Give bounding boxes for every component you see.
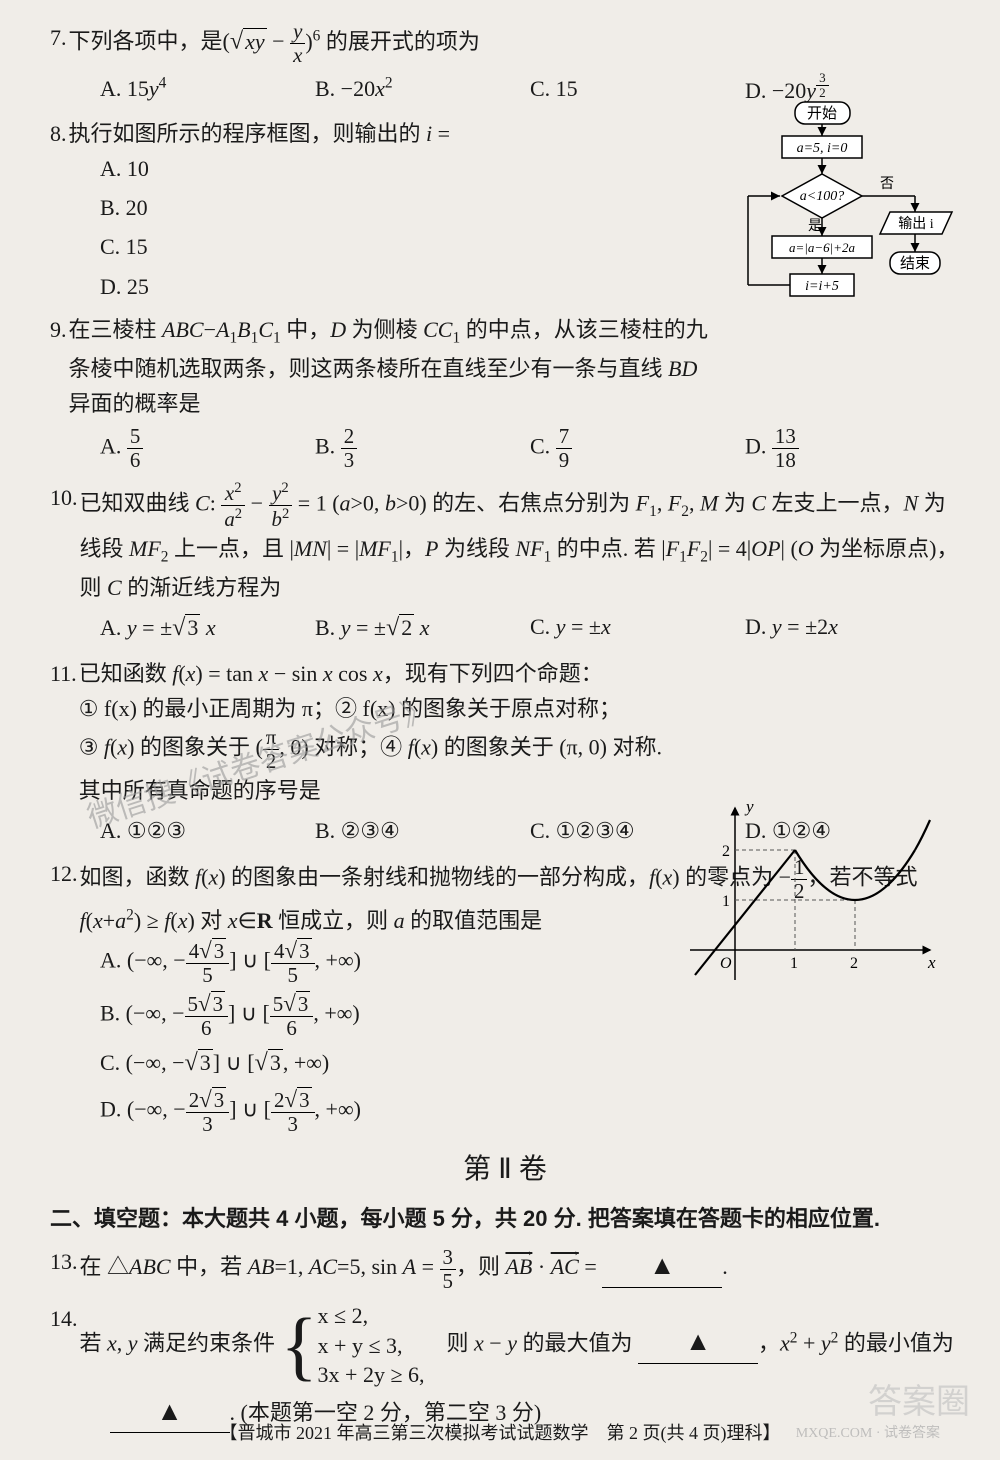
vector-ac: AC	[551, 1254, 579, 1279]
q10-num: 10.	[50, 480, 78, 605]
q8-num: 8.	[50, 116, 67, 151]
q13-blank: ▲	[602, 1244, 722, 1287]
vector-ab: AB	[505, 1254, 532, 1279]
q7-num: 7.	[50, 20, 67, 67]
svg-text:a=|a−6|+2a: a=|a−6|+2a	[789, 240, 855, 255]
q14-c2: x + y ≤ 3,	[318, 1331, 425, 1361]
q12-opt-a: A. (−∞, −4√35] ∪ [4√35, +∞)	[100, 938, 680, 987]
q7-opt-a: A. 15y4	[100, 71, 315, 108]
q10-opt-a: A. y = ±√3 x	[100, 609, 315, 648]
q10-stem: 已知双曲线 C: x2a2 − y2b2 = 1 (a>0, b>0) 的左、右…	[80, 480, 961, 605]
q14-blank-1: ▲	[638, 1320, 758, 1363]
svg-text:O: O	[720, 955, 732, 972]
section-2-sub: 二、填空题：本大题共 4 小题，每小题 5 分，共 20 分. 把答案填在答题卡…	[50, 1201, 960, 1236]
q11-p1: ① f(x) 的最小正周期为 π；② f(x) 的图象关于原点对称；	[79, 696, 621, 721]
q9-opt-c: C. 79	[530, 425, 745, 472]
q14-num: 14.	[50, 1301, 78, 1433]
svg-text:是: 是	[808, 219, 822, 234]
q11-stem: 已知函数 f(x) = tan x − sin x cos x，现有下列四个命题…	[79, 656, 960, 809]
q11-opt-b: B. ②③④	[315, 813, 530, 848]
question-7: 7. 下列各项中，是(√xy − yx)6 的展开式的项为 A. 15y4 B.…	[50, 20, 960, 108]
q7-stem: 下列各项中，是(√xy − yx)6 的展开式的项为	[69, 20, 961, 67]
q10-opt-c: C. y = ±x	[530, 609, 745, 648]
svg-text:i=i+5: i=i+5	[805, 279, 839, 294]
q9-opt-b: B. 23	[315, 425, 530, 472]
svg-text:y: y	[744, 800, 754, 816]
svg-text:开始: 开始	[807, 105, 837, 122]
svg-text:a<100?: a<100?	[800, 189, 844, 204]
page-footer: 【晋城市 2021 年高三第三次模拟考试试题数学 第 2 页(共 4 页)理科】	[0, 1419, 1000, 1448]
q13-num: 13.	[50, 1244, 78, 1292]
q9-opt-d: D. 1318	[745, 425, 960, 472]
flowchart-svg: 开始 a=5, i=0 a<100? 是 否 a=|a−6|+2a i=i+5 …	[730, 100, 960, 330]
q12-opt-c: C. (−∞, −√3] ∪ [√3, +∞)	[100, 1044, 680, 1083]
question-14: 14. 若 x, y 满足约束条件 {x ≤ 2,x + y ≤ 3,3x + …	[50, 1301, 960, 1433]
svg-text:2: 2	[722, 843, 730, 860]
svg-text:否: 否	[880, 177, 894, 192]
svg-text:1: 1	[722, 893, 730, 910]
q12-opt-b: B. (−∞, −5√36] ∪ [5√36, +∞)	[100, 991, 680, 1040]
q7-opt-b: B. −20x2	[315, 71, 530, 108]
q10-opt-d: D. y = ±2x	[745, 609, 960, 648]
q11-p3: 其中所有真命题的序号是	[79, 778, 321, 803]
q9-num: 9.	[50, 312, 67, 421]
q12-graph-svg: x y O 2 1 1 2	[680, 800, 940, 990]
q12-opt-d: D. (−∞, −2√33] ∪ [2√33, +∞)	[100, 1087, 680, 1136]
section-2-title: 第 Ⅱ 卷	[50, 1148, 960, 1193]
flowchart-diagram: 开始 a=5, i=0 a<100? 是 否 a=|a−6|+2a i=i+5 …	[730, 100, 960, 340]
question-13: 13. 在 △ABC 中，若 AB=1, AC=5, sin A = 35，则 …	[50, 1244, 960, 1292]
question-10: 10. 已知双曲线 C: x2a2 − y2b2 = 1 (a>0, b>0) …	[50, 480, 960, 648]
svg-text:x: x	[927, 953, 936, 972]
svg-text:a=5, i=0: a=5, i=0	[797, 141, 848, 156]
q11-num: 11.	[50, 656, 77, 809]
q14-c1: x ≤ 2,	[318, 1301, 425, 1331]
q9-opt-a: A. 56	[100, 425, 315, 472]
q11-opt-a: A. ①②③	[100, 813, 315, 848]
q10-opt-b: B. y = ±√2 x	[315, 609, 530, 648]
q7-stem-a: 下列各项中，是(	[69, 29, 230, 54]
q14-c3: 3x + 2y ≥ 6,	[318, 1360, 425, 1390]
q7-opt-c: C. 15	[530, 71, 745, 108]
q12-graph: x y O 2 1 1 2	[680, 800, 940, 1000]
q12-num: 12.	[50, 856, 78, 938]
svg-text:2: 2	[850, 955, 858, 972]
q13-stem: 在 △ABC 中，若 AB=1, AC=5, sin A = 35，则 AB ·…	[80, 1244, 961, 1292]
svg-text:结束: 结束	[900, 255, 930, 272]
svg-text:输出 i: 输出 i	[898, 216, 933, 232]
q14-stem: 若 x, y 满足约束条件 {x ≤ 2,x + y ≤ 3,3x + 2y ≥…	[80, 1301, 961, 1433]
q7-stem-b: )6 的展开式的项为	[305, 29, 480, 54]
svg-text:1: 1	[790, 955, 798, 972]
